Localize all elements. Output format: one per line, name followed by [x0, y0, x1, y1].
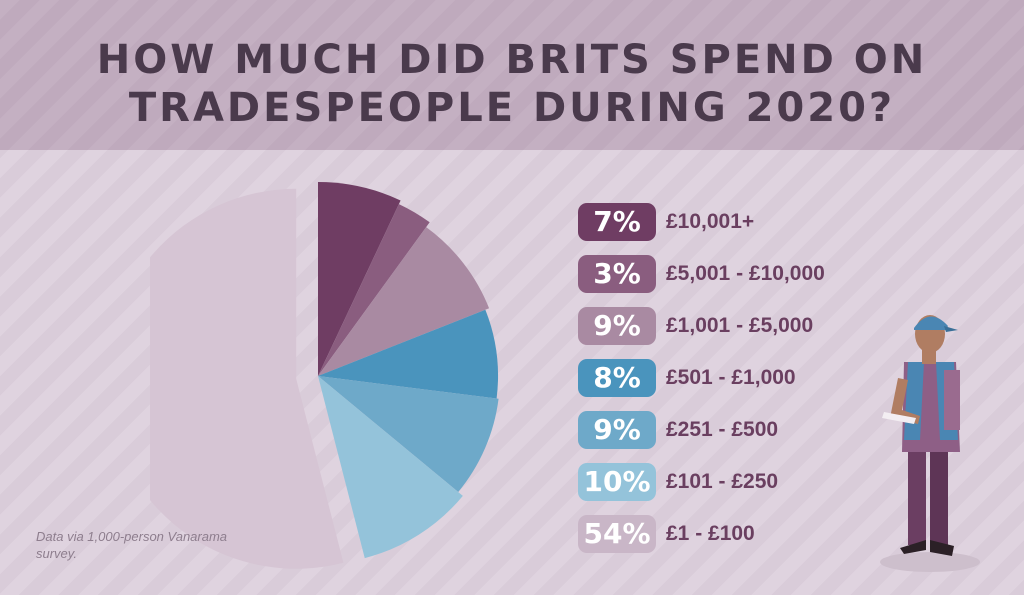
title-line-2: TRADESPEOPLE DURING 2020?: [128, 85, 896, 131]
pie-slice-0: [318, 182, 401, 376]
pie-slice-4: [318, 376, 499, 493]
legend-row: 10% £101 - £250: [578, 463, 898, 501]
legend-row: 9% £1,001 - £5,000: [578, 307, 898, 345]
legend-row: 54% £1 - £100: [578, 515, 898, 553]
pie-slice-6: [150, 188, 344, 569]
legend-percentage: 7%: [578, 203, 656, 241]
legend-row: 8% £501 - £1,000: [578, 359, 898, 397]
header-band: [0, 0, 1024, 150]
data-source-note: Data via 1,000-person Vanarama survey.: [36, 529, 228, 561]
legend-label: £251 - £500: [666, 418, 779, 441]
legend-percentage: 9%: [578, 411, 656, 449]
title-line-1: HOW MUCH DID BRITS SPEND ON: [96, 37, 928, 83]
legend-label: £101 - £250: [666, 470, 779, 493]
legend-percentage: 54%: [578, 515, 656, 553]
tradesperson-illustration: [880, 315, 980, 572]
pie-chart: [150, 182, 499, 569]
pie-slice-2: [318, 227, 490, 376]
legend-percentage: 10%: [578, 463, 656, 501]
pie-slice-5: [318, 376, 463, 559]
pie-slice-1: [318, 204, 430, 376]
legend-row: 3% £5,001 - £10,000: [578, 255, 898, 293]
legend-label: £1 - £100: [666, 522, 755, 545]
legend-percentage: 3%: [578, 255, 656, 293]
legend-label: £5,001 - £10,000: [666, 262, 825, 285]
legend-row: 7% £10,001+: [578, 203, 898, 241]
legend-label: £501 - £1,000: [666, 366, 796, 389]
legend-label: £1,001 - £5,000: [666, 314, 814, 337]
legend-label: £10,001+: [666, 210, 755, 233]
chart-title: HOW MUCH DID BRITS SPEND ON TRADESPEOPLE…: [0, 36, 1024, 132]
legend-row: 9% £251 - £500: [578, 411, 898, 449]
legend-percentage: 8%: [578, 359, 656, 397]
legend-percentage: 9%: [578, 307, 656, 345]
pie-slice-3: [318, 309, 498, 399]
